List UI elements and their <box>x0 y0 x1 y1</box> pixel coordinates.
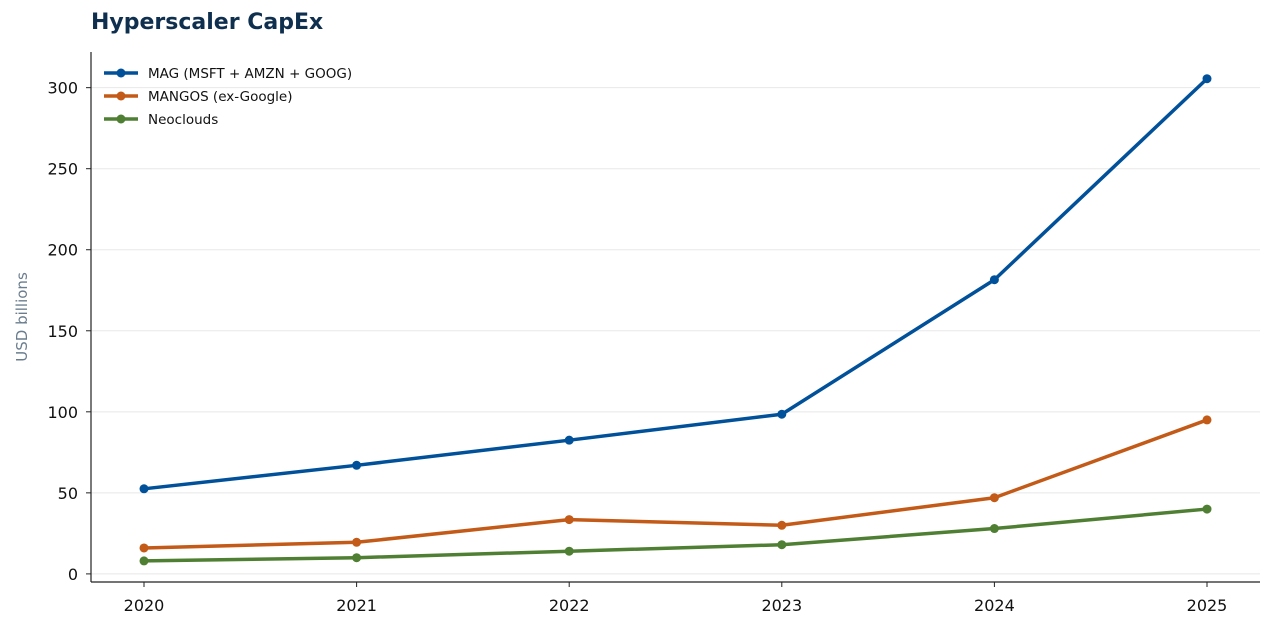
data-point <box>352 537 362 547</box>
data-point <box>777 540 787 550</box>
legend-marker <box>116 68 126 78</box>
legend-entry: Neoclouds <box>104 112 218 128</box>
legend-label: MANGOS (ex-Google) <box>148 89 293 105</box>
legend-marker <box>116 114 126 124</box>
data-point <box>564 546 574 556</box>
y-tick-label: 150 <box>47 322 78 341</box>
x-tick-label: 2021 <box>336 596 377 615</box>
data-point <box>1202 74 1212 84</box>
data-point <box>139 543 149 553</box>
x-tick-label: 2025 <box>1187 596 1228 615</box>
series-line <box>142 418 1209 550</box>
data-point <box>352 460 362 470</box>
data-point <box>139 556 149 566</box>
data-point <box>564 435 574 445</box>
legend-marker <box>116 91 126 101</box>
legend: MAG (MSFT + AMZN + GOOG) MANGOS (ex-Googl… <box>104 66 352 128</box>
data-point <box>777 520 787 530</box>
series-1 <box>139 74 1212 494</box>
x-tick-label: 2022 <box>549 596 590 615</box>
series-2 <box>139 415 1212 553</box>
data-point <box>1202 415 1212 425</box>
series-line <box>142 76 1209 491</box>
chart-title: Hyperscaler CapEx <box>91 10 324 35</box>
data-point <box>989 524 999 534</box>
y-axis-label: USD billions <box>13 272 31 362</box>
grid-lines <box>91 87 1260 575</box>
y-tick-label: 300 <box>47 79 78 98</box>
x-tick-label: 2020 <box>124 596 165 615</box>
series-lines <box>139 74 1212 566</box>
y-tick-label: 50 <box>58 484 78 503</box>
data-point <box>989 493 999 503</box>
legend-entry: MAG (MSFT + AMZN + GOOG) <box>104 66 352 82</box>
x-tick-label: 2024 <box>974 596 1015 615</box>
axes: 0 50 100 150 200 250 300 2020 2021 2022 2023 2024 20… <box>13 52 1260 615</box>
x-tick-label: 2023 <box>761 596 802 615</box>
data-point <box>352 553 362 563</box>
y-tick-label: 200 <box>47 241 78 260</box>
series-line <box>142 507 1209 563</box>
legend-label: MAG (MSFT + AMZN + GOOG) <box>148 66 352 82</box>
y-tick-label: 250 <box>47 160 78 179</box>
data-point <box>777 409 787 419</box>
y-tick-label: 100 <box>47 403 78 422</box>
y-tick-label: 0 <box>68 565 78 584</box>
data-point <box>989 275 999 285</box>
data-point <box>1202 504 1212 514</box>
data-point <box>564 515 574 525</box>
series-3 <box>139 504 1212 566</box>
legend-label: Neoclouds <box>148 112 218 128</box>
data-point <box>139 484 149 494</box>
legend-entry: MANGOS (ex-Google) <box>104 89 293 105</box>
